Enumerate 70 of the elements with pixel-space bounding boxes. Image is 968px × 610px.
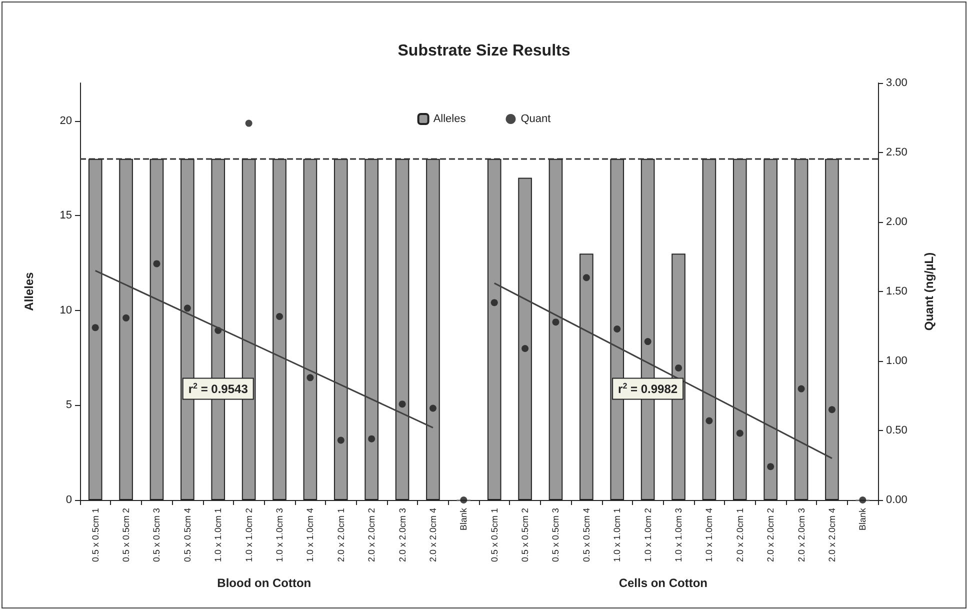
point [337, 436, 344, 444]
x-tick-label: 1.0 x 1.0cm 4 [704, 508, 714, 562]
point [736, 430, 744, 437]
y2-tick-label: 3.00 [886, 77, 908, 89]
x-tick-label: 0.5 x 0.5cm 1 [90, 508, 100, 562]
x-tick-label: 0.5 x 0.5cm 4 [182, 508, 192, 562]
y-axis-title: Alleles [22, 272, 36, 311]
y2-axis-title: Quant (ng/µL) [922, 252, 936, 331]
y-tick-label: 20 [60, 114, 72, 127]
point [153, 260, 160, 268]
chart-title: Substrate Size Results [398, 42, 570, 60]
point [675, 364, 682, 372]
x-tick-label: 0.5 x 0.5cm 2 [520, 508, 530, 562]
point [368, 435, 376, 442]
x-tick-label: Blank [858, 508, 868, 531]
text: Blood on Cotton [217, 576, 312, 590]
point [276, 313, 283, 320]
x-tick-label: 1.0 x 1.0cm 1 [213, 508, 224, 562]
point [798, 385, 805, 392]
point [582, 274, 590, 282]
point [306, 374, 314, 382]
point [122, 314, 130, 322]
y2-tick-label: 0.00 [886, 494, 908, 506]
x-tick-label: 0.5 x 0.5cm 4 [581, 508, 592, 562]
x-tick-label: 1.0 x 1.0cm 3 [274, 508, 284, 562]
x-tick-label: 2.0 x 2.0cm 1 [734, 508, 745, 562]
point [552, 318, 560, 326]
x-tick-label: 1.0 x 1.0cm 3 [674, 508, 684, 562]
y2-tick-label: 1.00 [886, 355, 908, 367]
point [184, 304, 191, 312]
x-tick-label: 0.5 x 0.5cm 3 [550, 508, 561, 562]
y2-tick-label: 2.50 [886, 146, 908, 158]
y2-tick-label: 1.50 [886, 286, 908, 298]
point [460, 496, 468, 504]
point [522, 344, 529, 352]
x-tick-label: 1.0 x 1.0cm 4 [305, 508, 316, 562]
x-tick-label: 2.0 x 2.0cm 4 [826, 508, 837, 562]
point [706, 417, 713, 424]
y-tick-label: 15 [60, 210, 72, 222]
point [767, 463, 774, 470]
x-tick-label: 0.5 x 0.5cm 2 [121, 508, 132, 562]
point [245, 120, 252, 127]
x-tick-label: 2.0 x 2.0cm 3 [397, 508, 408, 562]
point [859, 496, 866, 504]
x-tick-label: 2.0 x 2.0cm 1 [336, 508, 346, 562]
text: Cells on Cotton [618, 576, 708, 590]
x-tick-label: 2.0 x 2.0cm 2 [766, 508, 776, 562]
point [429, 404, 436, 412]
y-tick-label: 0 [66, 494, 72, 506]
y2-tick-label: 0.50 [886, 424, 908, 436]
x-tick-label: 2.0 x 2.0cm 4 [428, 508, 438, 562]
x-tick-label: 2.0 x 2.0cm 2 [366, 508, 377, 562]
x-tick-label: 2.0 x 2.0cm 3 [796, 508, 806, 562]
y-tick-label: 5 [66, 399, 72, 412]
point [490, 299, 498, 306]
point [614, 326, 621, 333]
point [92, 324, 99, 332]
point [644, 338, 652, 346]
x-tick-label: 0.5 x 0.5cm 1 [489, 508, 500, 562]
x-tick-label: 1.0 x 1.0cm 2 [642, 508, 653, 562]
x-tick-label: Blank [458, 508, 469, 531]
legend-label: Quant [520, 113, 551, 125]
point [828, 406, 836, 414]
legend-label: Alleles [433, 113, 466, 125]
x-tick-label: 1.0 x 1.0cm 1 [612, 508, 622, 562]
x-tick-label: 1.0 x 1.0cm 2 [244, 508, 254, 562]
point [398, 400, 406, 408]
x-tick-label: 0.5 x 0.5cm 3 [152, 508, 162, 562]
y2-tick-label: 2.00 [886, 216, 908, 228]
y-tick-label: 10 [60, 304, 72, 316]
